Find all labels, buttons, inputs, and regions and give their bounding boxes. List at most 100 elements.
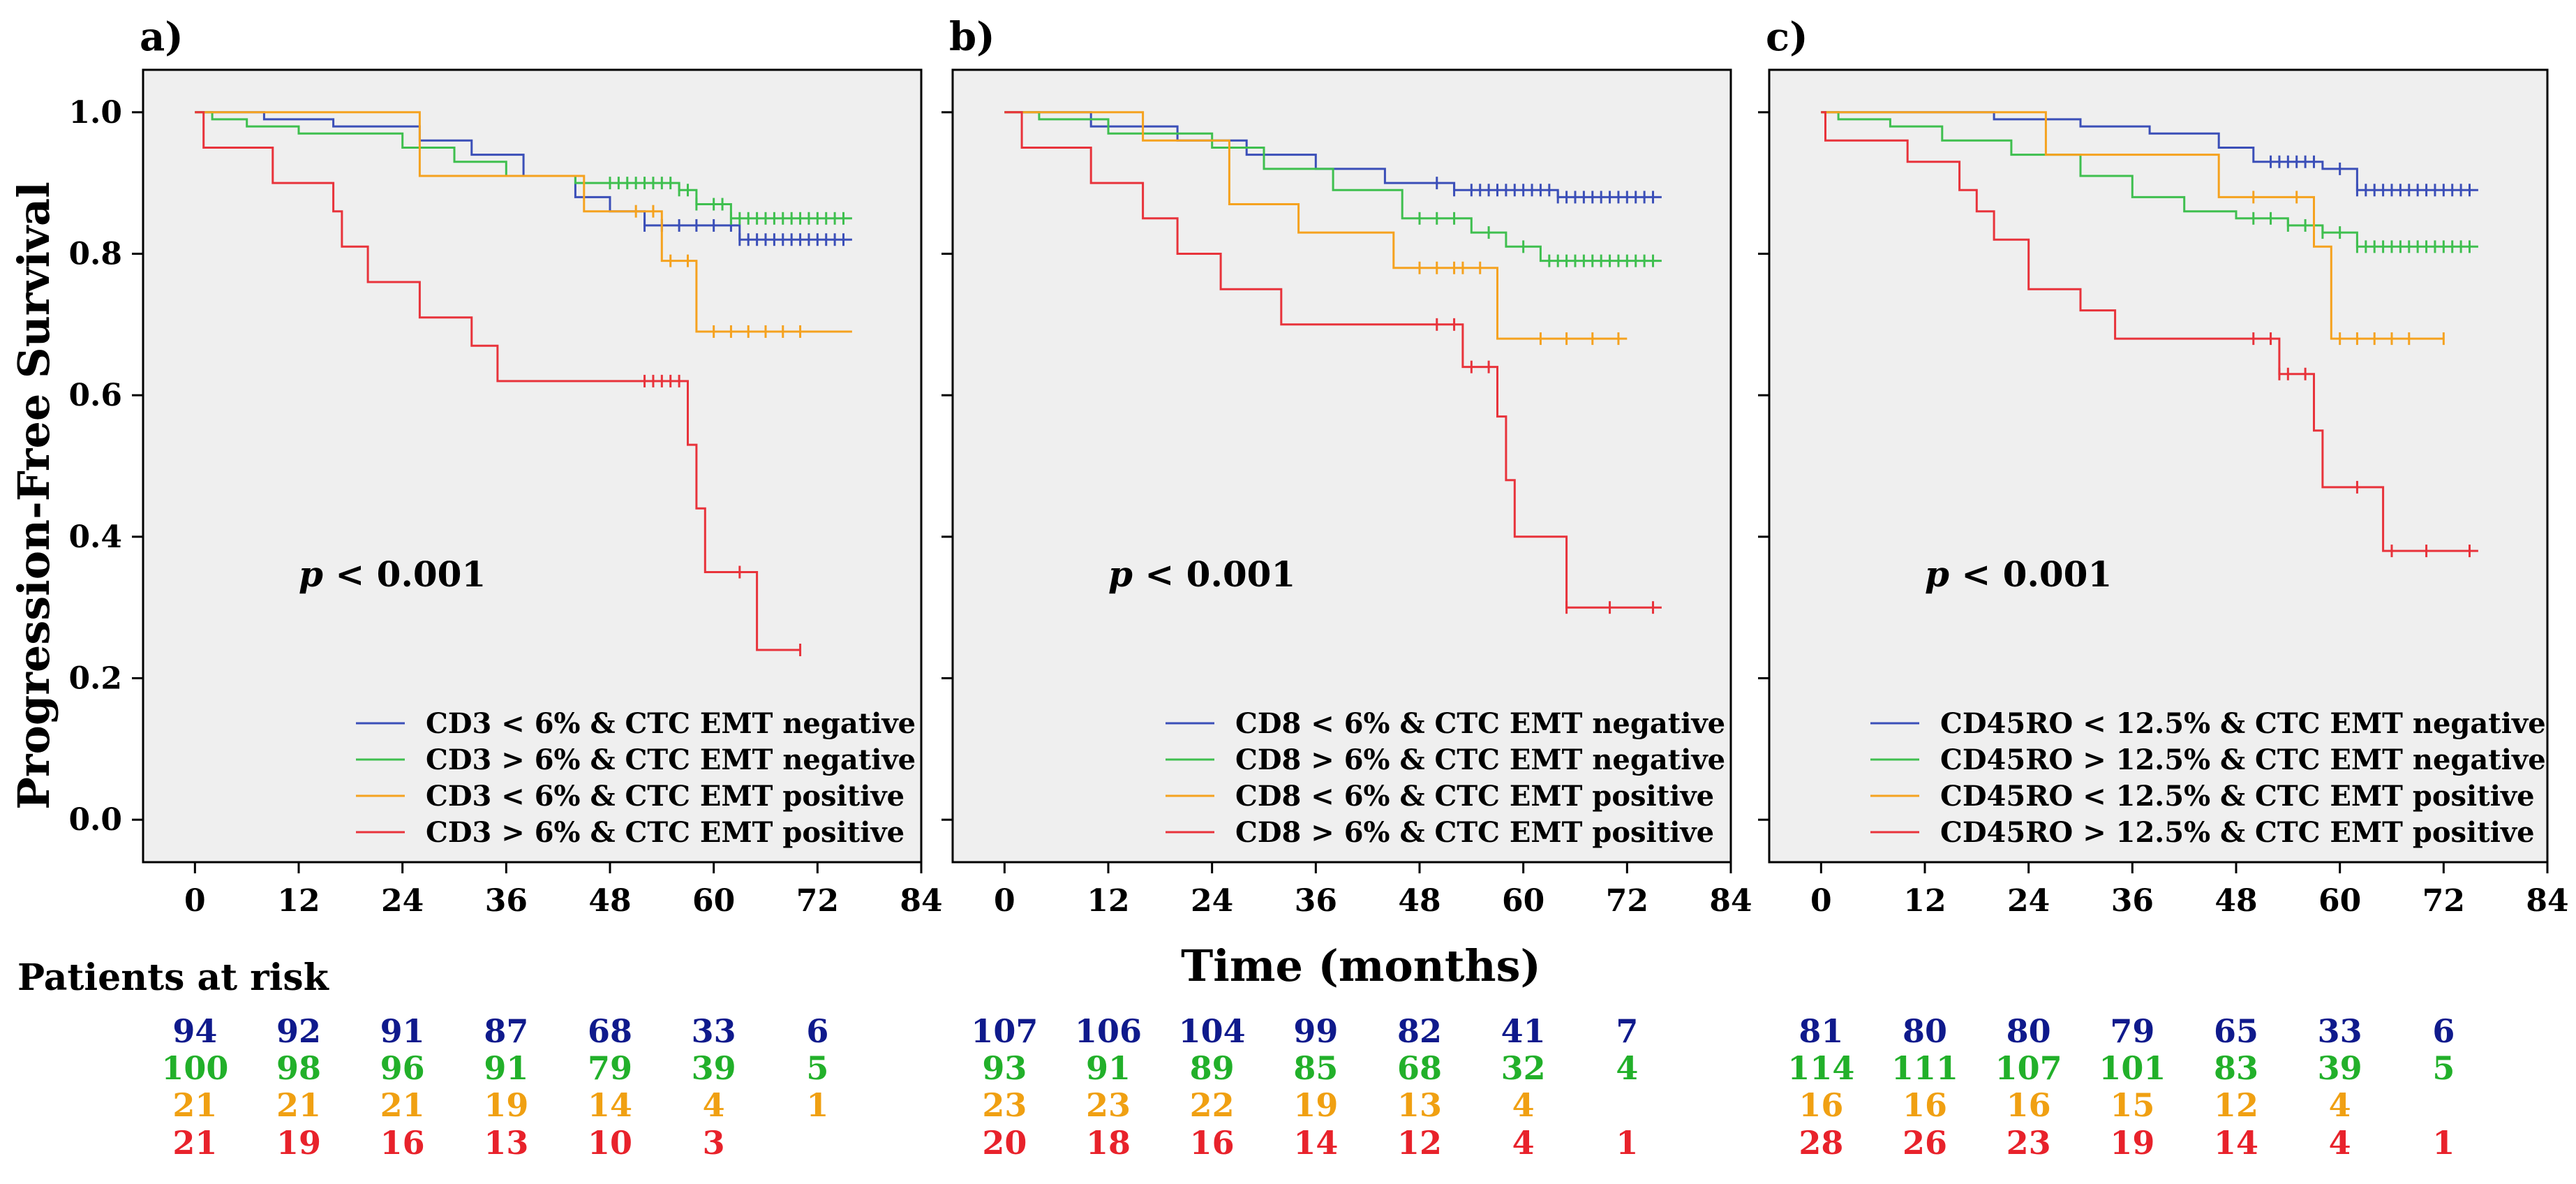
risk-table-title: Patients at risk [17,956,329,999]
risk-count: 16 [380,1124,425,1162]
risk-count: 80 [1902,1012,1948,1050]
risk-count: 16 [2006,1086,2051,1124]
plot-area [1768,68,2549,864]
risk-count: 101 [2099,1049,2166,1087]
p-value-text: < 0.001 [1133,554,1295,595]
risk-count: 4 [2328,1124,2351,1162]
legend-entry: CD3 > 6% & CTC EMT negative [426,743,916,776]
risk-count: 41 [1501,1012,1546,1050]
risk-count: 14 [1293,1124,1339,1162]
risk-count: 26 [1902,1124,1948,1162]
risk-count: 79 [2110,1012,2155,1050]
panel-label: c) [1766,14,1808,60]
panels: a) 0 12 24 36 48 60 72 84 0.0 0.2 0.4 0.6 0.8 1.0 p < 0… [68,14,2568,919]
risk-count: 6 [806,1012,829,1050]
legend-entry: CD45RO > 12.5% & CTC EMT negative [1940,743,2546,776]
panel-1: a) 0 12 24 36 48 60 72 84 0.0 0.2 0.4 0.6 0.8 1.0 p < 0… [68,14,942,919]
risk-count: 99 [1293,1012,1339,1050]
risk-count: 16 [1189,1124,1235,1162]
risk-count: 65 [2213,1012,2259,1050]
x-tick-label: 24 [2007,883,2050,919]
risk-count: 32 [1501,1049,1546,1087]
risk-count: 23 [2006,1124,2051,1162]
risk-count: 114 [1787,1049,1855,1087]
y-tick-label: 0.0 [68,802,122,838]
risk-count: 104 [1178,1012,1246,1050]
legend-entry: CD8 < 6% & CTC EMT positive [1235,780,1714,813]
km-curve-series-3 [1004,111,1628,340]
risk-count: 13 [484,1124,529,1162]
risk-count: 68 [1397,1049,1443,1087]
risk-count: 19 [276,1124,322,1162]
risk-count: 23 [982,1086,1027,1124]
risk-count: 15 [2110,1086,2155,1124]
plot-area [142,68,923,864]
legend-entry: CD8 > 6% & CTC EMT negative [1235,743,1725,776]
risk-count: 111 [1891,1049,1959,1087]
risk-count: 98 [276,1049,322,1087]
y-tick-label: 1.0 [68,95,122,131]
risk-count: 13 [1397,1086,1443,1124]
risk-count: 89 [1189,1049,1235,1087]
km-curve-series-4 [195,111,801,651]
risk-count: 106 [1074,1012,1142,1050]
x-tick-label: 60 [2318,883,2361,919]
x-axis-title: Time (months) [1181,940,1541,991]
legend-entry: CD3 < 6% & CTC EMT positive [426,780,904,813]
risk-count: 4 [1512,1124,1535,1162]
y-tick-label: 0.2 [68,661,122,697]
risk-count: 21 [172,1124,218,1162]
risk-count: 16 [1902,1086,1948,1124]
x-tick-label: 84 [2526,883,2568,919]
risk-count: 107 [971,1012,1038,1050]
risk-count: 96 [380,1049,425,1087]
panel-3: c) 0 12 24 36 48 60 72 84 p < 0.001 CD45RO < 12.5%… [1758,14,2569,919]
risk-count: 5 [806,1049,829,1087]
risk-count: 82 [1397,1012,1443,1050]
km-curve-series-4 [1821,111,2478,552]
x-tick-label: 36 [2111,883,2154,919]
risk-count: 1 [806,1086,829,1124]
risk-count: 68 [587,1012,633,1050]
x-tick-label: 36 [1295,883,1337,919]
risk-count: 6 [2432,1012,2455,1050]
risk-count: 94 [172,1012,218,1050]
legend-entry: CD3 < 6% & CTC EMT negative [426,707,916,740]
x-tick-label: 72 [796,883,839,919]
risk-count: 19 [1293,1086,1339,1124]
x-tick-label: 24 [1191,883,1233,919]
risk-count: 5 [2432,1049,2455,1087]
risk-count: 33 [2317,1012,2362,1050]
legend-entry: CD8 > 6% & CTC EMT positive [1235,816,1714,849]
risk-count: 39 [2317,1049,2362,1087]
x-tick-label: 84 [1709,883,1752,919]
p-symbol: p [1108,554,1133,595]
risk-count: 12 [1397,1124,1443,1162]
risk-count: 1 [2432,1124,2455,1162]
risk-count: 87 [484,1012,529,1050]
risk-count: 20 [982,1124,1027,1162]
risk-count: 80 [2006,1012,2051,1050]
risk-count: 4 [702,1086,725,1124]
risk-count: 85 [1293,1049,1339,1087]
x-tick-label: 48 [2214,883,2257,919]
p-symbol: p [1925,554,1949,595]
risk-count: 10 [587,1124,633,1162]
risk-count: 12 [2213,1086,2259,1124]
p-value-annotation: p < 0.001 [1108,554,1295,595]
panel-2: b) 0 12 24 36 48 60 72 84 p < 0.001 CD8 < 6% & CTC… [941,14,1752,919]
risk-count: 91 [1085,1049,1131,1087]
risk-count: 21 [380,1086,425,1124]
x-tick-label: 72 [1606,883,1648,919]
p-value-text: < 0.001 [323,554,486,595]
x-tick-label: 48 [1398,883,1440,919]
y-axis-title: Progression-Free Survival [8,182,59,810]
km-curve-series-3 [195,111,852,333]
x-tick-label: 60 [692,883,735,919]
legend-entry: CD3 > 6% & CTC EMT positive [426,816,904,849]
risk-count: 3 [702,1124,725,1162]
x-tick-label: 84 [900,883,942,919]
risk-count: 100 [161,1049,229,1087]
p-symbol: p [299,554,323,595]
